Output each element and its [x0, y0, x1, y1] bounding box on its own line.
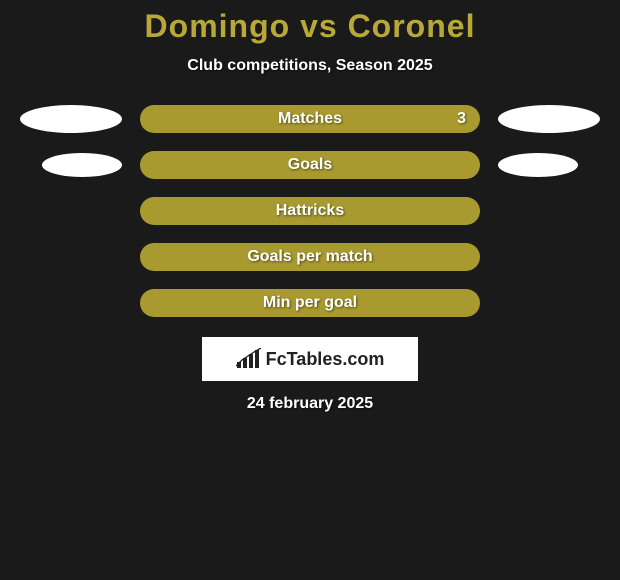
left-ellipse	[20, 105, 122, 133]
stat-bar: Hattricks	[140, 197, 480, 225]
chart-container: Domingo vs Coronel Club competitions, Se…	[0, 0, 620, 580]
bars-chart-icon	[236, 348, 262, 370]
bar-label: Matches	[278, 110, 342, 128]
bar-row: Goals	[0, 151, 620, 179]
page-title: Domingo vs Coronel	[0, 8, 620, 45]
bar-label: Min per goal	[263, 294, 357, 312]
spacer	[20, 211, 122, 212]
spacer	[498, 303, 600, 304]
spacer	[20, 303, 122, 304]
bar-row: Matches 3	[0, 105, 620, 133]
bar-label: Hattricks	[276, 202, 344, 220]
stat-bar: Goals	[140, 151, 480, 179]
stat-bar: Min per goal	[140, 289, 480, 317]
left-ellipse	[42, 153, 122, 177]
bar-label: Goals	[288, 156, 332, 174]
right-ellipse	[498, 153, 578, 177]
spacer	[20, 257, 122, 258]
bar-rows: Matches 3 Goals Hattricks Goals per match Min…	[0, 105, 620, 317]
bar-row: Goals per match	[0, 243, 620, 271]
bar-row: Hattricks	[0, 197, 620, 225]
footer-date: 24 february 2025	[0, 395, 620, 413]
bar-label: Goals per match	[247, 248, 372, 266]
logo-box[interactable]: FcTables.com	[202, 337, 418, 381]
bar-row: Min per goal	[0, 289, 620, 317]
stat-bar: Goals per match	[140, 243, 480, 271]
page-subtitle: Club competitions, Season 2025	[0, 57, 620, 75]
spacer	[498, 211, 600, 212]
right-ellipse	[498, 105, 600, 133]
stat-bar: Matches 3	[140, 105, 480, 133]
bar-value: 3	[457, 110, 466, 128]
spacer	[498, 257, 600, 258]
logo-text: FcTables.com	[266, 349, 385, 370]
